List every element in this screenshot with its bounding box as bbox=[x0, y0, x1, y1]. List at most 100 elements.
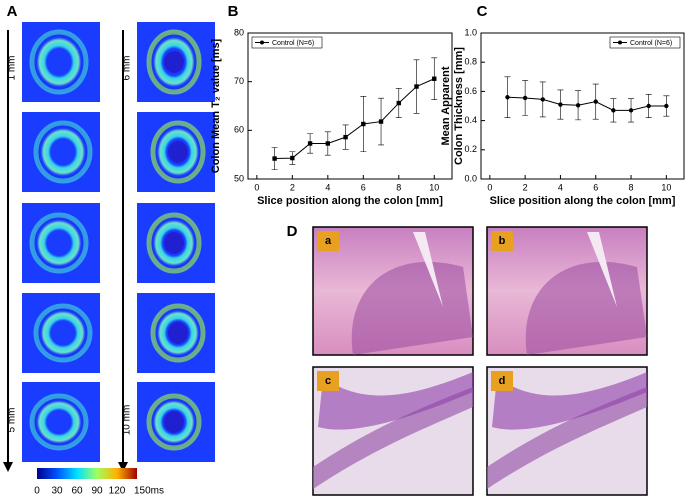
data-point bbox=[361, 121, 366, 127]
data-point bbox=[558, 102, 563, 107]
colon-ring-outer bbox=[146, 212, 202, 274]
colorbar bbox=[37, 468, 137, 479]
colon-ring-outer bbox=[150, 303, 206, 363]
x-tick-label: 4 bbox=[325, 182, 330, 192]
mucosa bbox=[318, 372, 473, 430]
y-axis-label: Colon Thickness [mm] bbox=[453, 47, 465, 165]
sublabel: c bbox=[325, 375, 331, 387]
colon-ring-outer bbox=[33, 120, 93, 184]
data-point bbox=[325, 141, 331, 146]
panel-label: A bbox=[7, 3, 18, 20]
y-axis-label: Colon Mean T₂ value [ms] bbox=[210, 38, 222, 173]
data-point bbox=[378, 119, 384, 124]
data-point bbox=[540, 97, 545, 102]
x-tick-label: 0 bbox=[487, 182, 492, 192]
plot-frame bbox=[480, 32, 685, 180]
colon-ring-outer bbox=[29, 212, 89, 274]
lumen bbox=[168, 141, 188, 163]
plot-frame bbox=[247, 32, 453, 180]
x-tick-label: 8 bbox=[629, 182, 634, 192]
colorbar-label: 120 bbox=[109, 486, 126, 497]
lumen bbox=[49, 232, 69, 254]
lumen bbox=[587, 232, 617, 307]
colon-ring-outer bbox=[146, 393, 202, 451]
slice-label: 10 mm bbox=[122, 405, 133, 436]
data-point bbox=[646, 103, 651, 109]
panel-label: D bbox=[287, 223, 298, 240]
x-axis-label: Slice position along the colon [mm] bbox=[490, 195, 676, 207]
data-point bbox=[307, 141, 313, 146]
y-tick-label: 0.2 bbox=[464, 144, 477, 154]
data-point bbox=[343, 134, 348, 140]
data-point bbox=[593, 99, 598, 104]
tissue bbox=[487, 387, 647, 489]
x-tick-label: 0 bbox=[254, 182, 259, 192]
arrow-head bbox=[3, 462, 13, 472]
mri-panel: 1 mm 6 mm 5 mm 10 mm 0 30 60 90 120 150ms bbox=[3, 22, 215, 497]
sublabel-box bbox=[491, 231, 513, 251]
sublabel-box bbox=[317, 231, 339, 251]
panel-label: C bbox=[477, 3, 488, 20]
data-line bbox=[507, 96, 667, 111]
tissue bbox=[525, 261, 647, 355]
legend-marker bbox=[618, 40, 622, 45]
arrow-head bbox=[118, 462, 128, 472]
lumen bbox=[168, 322, 188, 344]
y-tick-label: 1.0 bbox=[464, 27, 477, 37]
y-axis-label: Mean Apparent bbox=[440, 66, 452, 145]
x-tick-label: 2 bbox=[523, 182, 528, 192]
x-tick-label: 8 bbox=[396, 182, 401, 192]
y-tick-label: 0.6 bbox=[464, 86, 477, 96]
legend-label: Control (N=6) bbox=[272, 40, 314, 47]
lumen bbox=[53, 322, 73, 344]
colon-ring-outer bbox=[29, 29, 89, 95]
lumen bbox=[164, 411, 184, 433]
x-axis-label: Slice position along the colon [mm] bbox=[257, 195, 443, 207]
colon-ring-outer bbox=[150, 120, 206, 184]
x-tick-label: 10 bbox=[661, 182, 671, 192]
lumen bbox=[413, 232, 443, 307]
colon-ring-outer bbox=[33, 303, 93, 363]
data-point bbox=[432, 76, 437, 81]
sublabel-box bbox=[317, 371, 339, 391]
legend-label: Control (N=6) bbox=[630, 40, 672, 47]
legend-box bbox=[609, 36, 681, 49]
data-point bbox=[575, 103, 581, 108]
tissue bbox=[351, 261, 473, 355]
colorbar-label: 90 bbox=[91, 486, 103, 497]
x-tick-label: 10 bbox=[429, 182, 439, 192]
data-point bbox=[414, 84, 419, 89]
panel-label: B bbox=[228, 3, 239, 20]
y-tick-label: 0.4 bbox=[464, 115, 477, 125]
lumen bbox=[53, 141, 73, 163]
lumen bbox=[164, 51, 184, 73]
data-point bbox=[396, 100, 401, 106]
colorbar-label: 0 bbox=[34, 486, 40, 497]
data-point bbox=[664, 103, 669, 109]
y-tick-label: 60 bbox=[234, 125, 244, 135]
data-point bbox=[505, 95, 510, 100]
x-tick-label: 6 bbox=[593, 182, 598, 192]
y-tick-label: 0.0 bbox=[464, 173, 477, 183]
legend-marker bbox=[260, 40, 264, 45]
x-tick-label: 2 bbox=[290, 182, 295, 192]
y-tick-label: 50 bbox=[234, 173, 244, 183]
colon-ring-outer bbox=[29, 393, 89, 451]
slice-label: 6 mm bbox=[122, 56, 133, 81]
data-point bbox=[522, 95, 528, 101]
data-point bbox=[272, 156, 277, 161]
x-tick-label: 4 bbox=[558, 182, 563, 192]
tissue bbox=[313, 387, 473, 489]
sublabel: b bbox=[499, 235, 506, 247]
legend-box bbox=[251, 36, 323, 49]
y-tick-label: 0.8 bbox=[464, 57, 477, 67]
sublabel-box bbox=[491, 371, 513, 391]
lumen bbox=[49, 51, 69, 73]
sublabel: d bbox=[499, 375, 506, 387]
data-point bbox=[290, 155, 295, 161]
y-tick-label: 70 bbox=[234, 76, 244, 86]
slice-label: 5 mm bbox=[7, 408, 18, 433]
colorbar-label: 30 bbox=[51, 486, 63, 497]
data-point bbox=[611, 108, 616, 113]
